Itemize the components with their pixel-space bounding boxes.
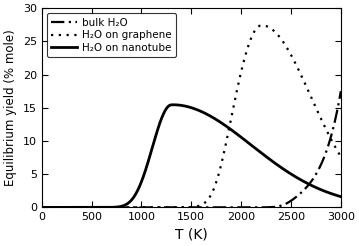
- H₂O on nanotube: [94, 206, 98, 209]
- H₂O on graphene: [339, 155, 343, 158]
- bulk H₂O: [234, 206, 238, 209]
- Y-axis label: Equilibrium yield (% mole): Equilibrium yield (% mole): [4, 30, 17, 186]
- bulk H₂O: [94, 206, 98, 209]
- H₂O on nanotube: [219, 121, 223, 124]
- H₂O on nanotube: [154, 134, 158, 137]
- Line: bulk H₂O: bulk H₂O: [42, 91, 341, 207]
- H₂O on graphene: [219, 163, 223, 166]
- bulk H₂O: [339, 90, 343, 93]
- H₂O on nanotube: [39, 206, 44, 209]
- H₂O on graphene: [285, 47, 290, 50]
- H₂O on graphene: [260, 24, 264, 27]
- H₂O on graphene: [154, 206, 158, 209]
- X-axis label: T (K): T (K): [175, 228, 208, 242]
- Line: H₂O on graphene: H₂O on graphene: [42, 25, 341, 207]
- bulk H₂O: [263, 206, 267, 209]
- H₂O on graphene: [94, 206, 98, 209]
- H₂O on nanotube: [263, 154, 267, 157]
- Legend: bulk H₂O, H₂O on graphene, H₂O on nanotube: bulk H₂O, H₂O on graphene, H₂O on nanotu…: [47, 13, 176, 57]
- H₂O on graphene: [234, 92, 238, 95]
- Line: H₂O on nanotube: H₂O on nanotube: [42, 105, 341, 207]
- bulk H₂O: [39, 206, 44, 209]
- H₂O on graphene: [263, 24, 267, 27]
- H₂O on nanotube: [285, 170, 290, 173]
- bulk H₂O: [154, 206, 158, 209]
- H₂O on nanotube: [171, 103, 176, 106]
- bulk H₂O: [285, 201, 290, 204]
- H₂O on graphene: [39, 206, 44, 209]
- bulk H₂O: [219, 206, 223, 209]
- H₂O on nanotube: [339, 195, 343, 198]
- H₂O on nanotube: [234, 132, 238, 135]
